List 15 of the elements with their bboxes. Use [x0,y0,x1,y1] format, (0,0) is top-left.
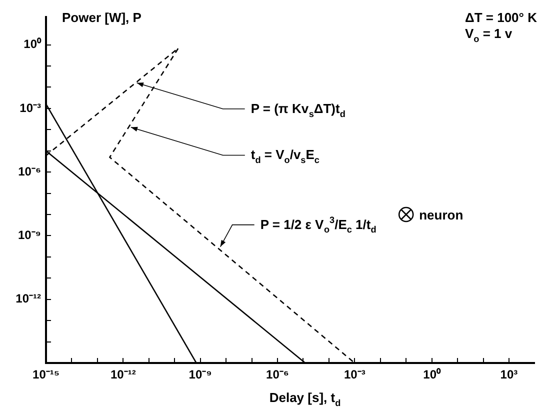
x-tick-label: 10³ [500,368,518,382]
y-tick-label: 10⁻⁶ [18,164,41,178]
y-tick-label: 10⁰ [24,37,42,52]
x-tick-label: 10⁰ [423,368,442,382]
x-tick-label: 10⁻⁹ [188,368,212,382]
x-tick-label: 10⁻¹² [110,368,136,382]
x-tick-label: 10⁻⁶ [266,368,289,382]
y-axis-title: Power [W], P [62,10,142,25]
y-tick-label: 10⁻¹² [16,292,41,306]
series-label: neuron [419,208,464,223]
annotation: ΔT = 100° K [465,10,538,25]
y-tick-label: 10⁻³ [20,100,42,115]
x-tick-label: 10⁻³ [344,368,366,382]
x-tick-label: 10⁻¹⁵ [32,368,60,382]
y-tick-label: 10⁻⁹ [18,228,41,242]
